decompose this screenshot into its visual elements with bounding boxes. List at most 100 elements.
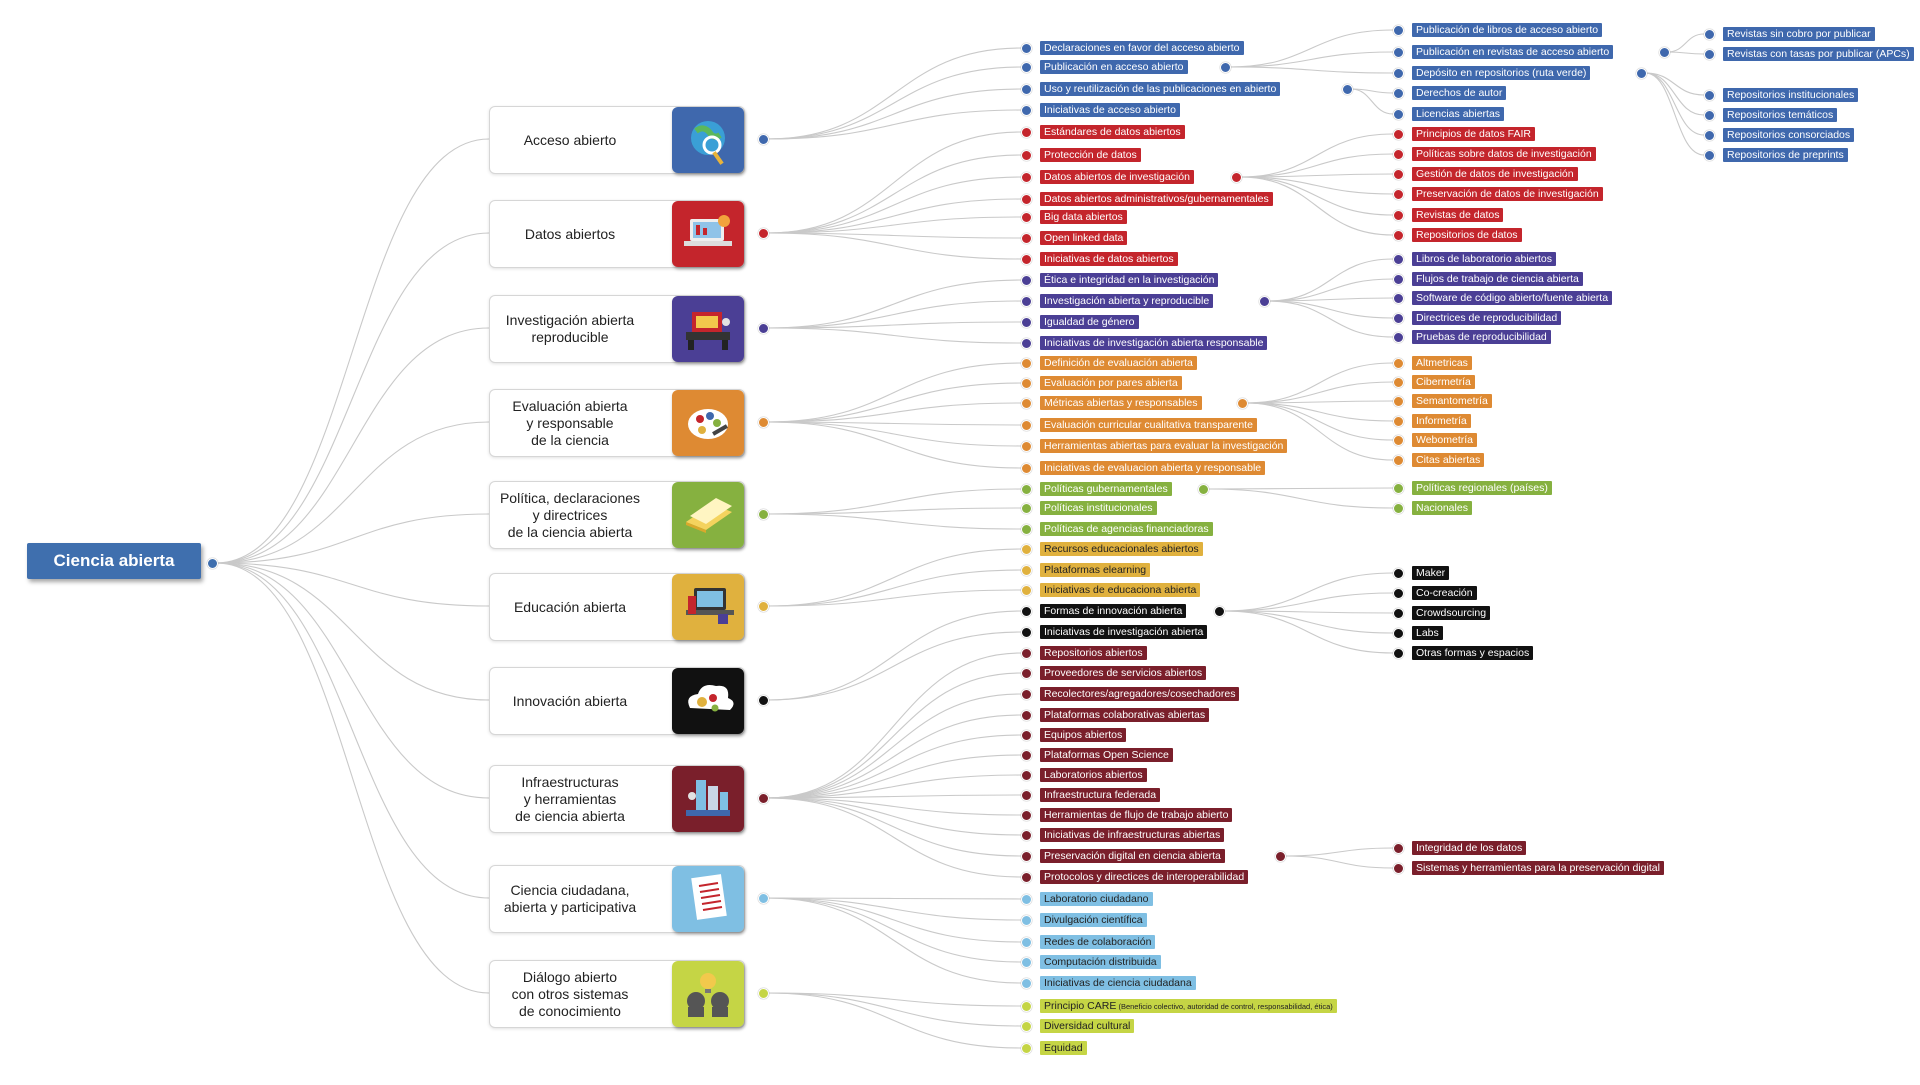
node-label[interactable]: Licencias abiertas (1412, 107, 1505, 121)
branch-dot[interactable] (1219, 62, 1231, 73)
subitem-dot[interactable] (1704, 130, 1715, 141)
node-label[interactable]: Redes de colaboración (1040, 935, 1156, 949)
subitem-dot[interactable] (1393, 293, 1404, 304)
category-card[interactable]: Acceso abierto (489, 106, 745, 174)
item-dot[interactable] (1021, 830, 1032, 841)
node-label[interactable]: Semantometría (1412, 394, 1492, 408)
subitem-dot[interactable] (1393, 254, 1404, 265)
node-label[interactable]: Estándares de datos abiertos (1040, 125, 1185, 139)
category-card[interactable]: Educación abierta (489, 573, 745, 641)
node-label[interactable]: Pruebas de reproducibilidad (1412, 330, 1551, 344)
node-label[interactable]: Nacionales (1412, 501, 1472, 515)
item-dot[interactable] (1021, 127, 1032, 138)
node-label[interactable]: Definición de evaluación abierta (1040, 356, 1197, 370)
category-connector-dot[interactable] (758, 695, 769, 706)
node-label[interactable]: Software de código abierto/fuente abiert… (1412, 291, 1613, 305)
item-dot[interactable] (1021, 233, 1032, 244)
node-label[interactable]: Iniciativas de acceso abierto (1040, 103, 1180, 117)
subitem-dot[interactable] (1393, 149, 1404, 160)
node-label[interactable]: Repositorios de datos (1412, 228, 1522, 242)
node-label[interactable]: Equidad (1040, 1041, 1087, 1055)
node-label[interactable]: Publicación de libros de acceso abierto (1412, 23, 1603, 37)
node-label[interactable]: Repositorios institucionales (1723, 88, 1859, 102)
node-label[interactable]: Iniciativas de educaciona abierta (1040, 583, 1201, 597)
node-label[interactable]: Divulgación científica (1040, 913, 1147, 927)
node-label[interactable]: Otras formas y espacios (1412, 646, 1534, 660)
category-connector-dot[interactable] (758, 988, 769, 999)
subitem-dot[interactable] (1393, 435, 1404, 446)
subitem-dot[interactable] (1393, 230, 1404, 241)
item-dot[interactable] (1021, 463, 1032, 474)
category-connector-dot[interactable] (758, 893, 769, 904)
node-label[interactable]: Investigación abierta y reproducible (1040, 294, 1214, 308)
item-dot[interactable] (1021, 730, 1032, 741)
category-card[interactable]: Diálogo abierto con otros sistemas de co… (489, 960, 745, 1028)
node-label[interactable]: Principios de datos FAIR (1412, 127, 1535, 141)
subitem-dot[interactable] (1393, 377, 1404, 388)
node-label[interactable]: Plataformas elearning (1040, 563, 1151, 577)
item-dot[interactable] (1021, 358, 1032, 369)
item-dot[interactable] (1021, 544, 1032, 555)
category-card[interactable]: Política, declaraciones y directrices de… (489, 481, 745, 549)
subitem-dot[interactable] (1393, 608, 1404, 619)
branch-dot[interactable] (1236, 398, 1248, 409)
item-dot[interactable] (1021, 43, 1032, 54)
node-label[interactable]: Open linked data (1040, 231, 1128, 245)
category-connector-dot[interactable] (758, 134, 769, 145)
node-label[interactable]: Políticas sobre datos de investigación (1412, 147, 1596, 161)
node-label[interactable]: Infraestructura federada (1040, 788, 1161, 802)
subitem-dot[interactable] (1393, 313, 1404, 324)
item-dot[interactable] (1021, 894, 1032, 905)
subitem-dot[interactable] (1393, 503, 1404, 514)
node-label[interactable]: Iniciativas de investigación abierta (1040, 625, 1208, 639)
node-label[interactable]: Plataformas Open Science (1040, 748, 1173, 762)
subitem-dot[interactable] (1393, 455, 1404, 466)
node-label[interactable]: Sistemas y herramientas para la preserva… (1412, 861, 1664, 875)
subitem-dot[interactable] (1393, 25, 1404, 36)
node-label[interactable]: Herramientas abiertas para evaluar la in… (1040, 439, 1288, 453)
subitem-dot[interactable] (1393, 863, 1404, 874)
node-label[interactable]: Preservación digital en ciencia abierta (1040, 849, 1225, 863)
item-dot[interactable] (1021, 915, 1032, 926)
node-label[interactable]: Labs (1412, 626, 1443, 640)
item-dot[interactable] (1021, 194, 1032, 205)
node-label[interactable]: Laboratorios abiertos (1040, 768, 1147, 782)
item-dot[interactable] (1021, 770, 1032, 781)
node-label[interactable]: Ética e integridad en la investigación (1040, 273, 1219, 287)
item-dot[interactable] (1021, 648, 1032, 659)
category-card[interactable]: Evaluación abierta y responsable de la c… (489, 389, 745, 457)
subitem-dot[interactable] (1704, 49, 1715, 60)
node-label[interactable]: Repositorios abiertos (1040, 646, 1147, 660)
item-dot[interactable] (1021, 503, 1032, 514)
node-label[interactable]: Declaraciones en favor del acceso abiert… (1040, 41, 1244, 55)
node-label[interactable]: Informetría (1412, 414, 1471, 428)
subitem-dot[interactable] (1704, 29, 1715, 40)
node-label[interactable]: Integridad de los datos (1412, 841, 1527, 855)
item-dot[interactable] (1021, 1001, 1032, 1012)
category-card[interactable]: Datos abiertos (489, 200, 745, 268)
subitem-dot[interactable] (1393, 628, 1404, 639)
item-dot[interactable] (1021, 957, 1032, 968)
subitem-dot[interactable] (1704, 110, 1715, 121)
subitem-dot[interactable] (1393, 169, 1404, 180)
node-label[interactable]: Depósito en repositorios (ruta verde) (1412, 66, 1591, 80)
node-label[interactable]: Co-creación (1412, 586, 1477, 600)
node-label[interactable]: Iniciativas de infraestructuras abiertas (1040, 828, 1225, 842)
node-label[interactable]: Flujos de trabajo de ciencia abierta (1412, 272, 1583, 286)
subitem-dot[interactable] (1393, 416, 1404, 427)
node-label[interactable]: Evaluación curricular cualitativa transp… (1040, 418, 1257, 432)
item-dot[interactable] (1021, 398, 1032, 409)
node-label[interactable]: Repositorios de preprints (1723, 148, 1848, 162)
node-label[interactable]: Políticas regionales (países) (1412, 481, 1552, 495)
category-card[interactable]: Investigación abierta reproducible (489, 295, 745, 363)
branch-dot[interactable] (1342, 84, 1354, 95)
node-label[interactable]: Recursos educacionales abiertos (1040, 542, 1203, 556)
node-label[interactable]: Equipos abiertos (1040, 728, 1127, 742)
node-label[interactable]: Políticas gubernamentales (1040, 482, 1172, 496)
node-label[interactable]: Altmetricas (1412, 356, 1472, 370)
subitem-dot[interactable] (1393, 843, 1404, 854)
node-label[interactable]: Publicación en acceso abierto (1040, 60, 1188, 74)
subitem-dot[interactable] (1393, 274, 1404, 285)
subitem-dot[interactable] (1393, 396, 1404, 407)
node-label[interactable]: Gestión de datos de investigación (1412, 167, 1578, 181)
